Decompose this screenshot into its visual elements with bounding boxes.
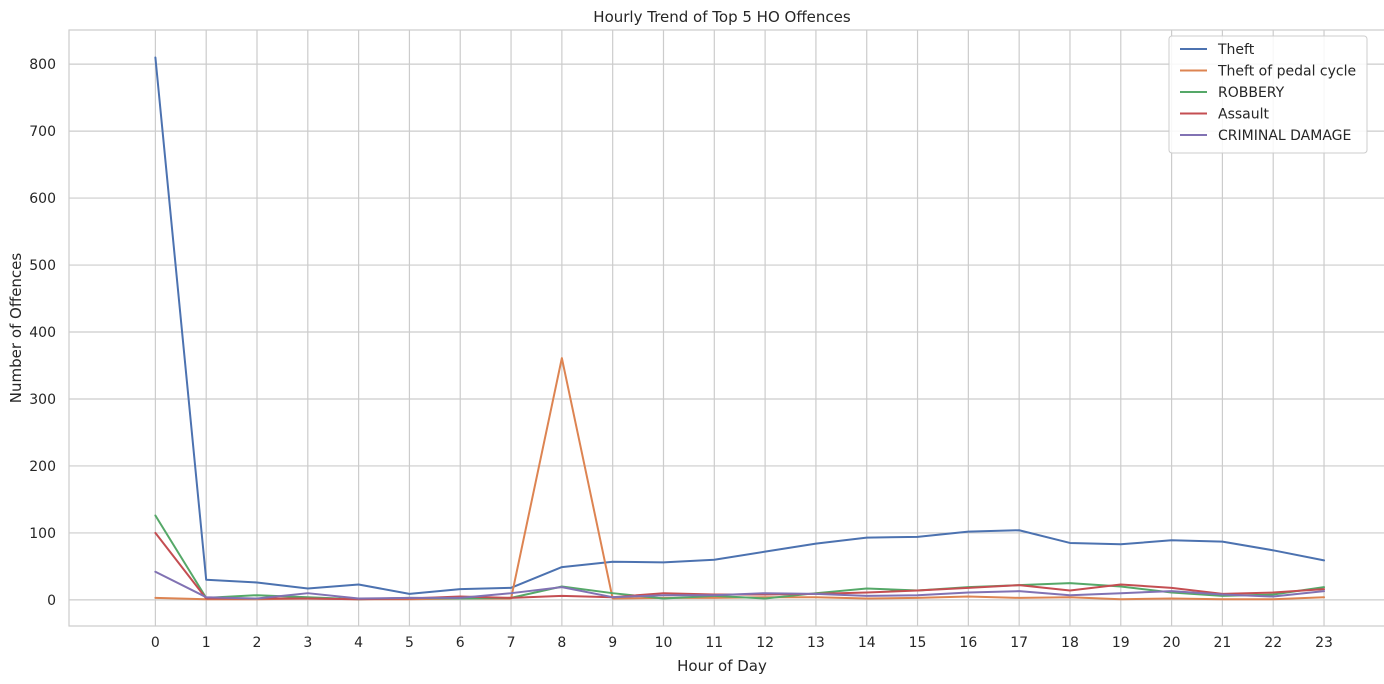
legend-box bbox=[1168, 35, 1368, 154]
x-tick-label: 4 bbox=[354, 635, 363, 651]
x-tick-label: 16 bbox=[959, 635, 977, 651]
y-axis-label: Number of Offences bbox=[7, 253, 25, 404]
legend-label-theft-of-pedal-cycle: Theft of pedal cycle bbox=[1217, 64, 1356, 80]
x-tick-label: 23 bbox=[1315, 635, 1333, 651]
y-tick-label: 800 bbox=[29, 57, 56, 73]
x-tick-label: 2 bbox=[253, 635, 262, 651]
x-tick-label: 15 bbox=[909, 635, 927, 651]
x-tick-label: 17 bbox=[1010, 635, 1028, 651]
x-tick-label: 5 bbox=[405, 635, 414, 651]
x-tick-label: 22 bbox=[1264, 635, 1282, 651]
x-tick-label: 14 bbox=[858, 635, 876, 651]
grid-lines bbox=[69, 30, 1384, 626]
x-tick-label: 19 bbox=[1112, 635, 1130, 651]
x-tick-label: 20 bbox=[1163, 635, 1181, 651]
legend-label-criminal-damage: CRIMINAL DAMAGE bbox=[1218, 128, 1351, 144]
x-tick-label: 6 bbox=[456, 635, 465, 651]
x-tick-label: 0 bbox=[151, 635, 160, 651]
legend-label-assault: Assault bbox=[1218, 107, 1270, 123]
x-tick-label: 9 bbox=[608, 635, 617, 651]
x-tick-label: 18 bbox=[1061, 635, 1079, 651]
legend-label-theft: Theft bbox=[1217, 42, 1255, 58]
y-tick-label: 600 bbox=[29, 191, 56, 207]
y-tick-label: 300 bbox=[29, 392, 56, 408]
y-tick-label: 100 bbox=[29, 526, 56, 542]
y-tick-label: 700 bbox=[29, 124, 56, 140]
y-tick-label: 500 bbox=[29, 258, 56, 274]
series-line-criminal-damage bbox=[154, 570, 1326, 600]
legend: Theft Theft of pedal cycle ROBBERY Assault C… bbox=[1168, 35, 1368, 154]
y-tick-label: 0 bbox=[47, 593, 56, 609]
plot-background bbox=[69, 30, 1384, 626]
y-tick-labels: 0 100 200 300 400 500 600 700 800 bbox=[29, 57, 56, 609]
x-tick-label: 3 bbox=[303, 635, 312, 651]
x-tick-label: 11 bbox=[705, 635, 723, 651]
x-tick-label: 13 bbox=[807, 635, 825, 651]
series-line-theft bbox=[154, 56, 1326, 595]
chart-title: Hourly Trend of Top 5 HO Offences bbox=[593, 8, 851, 26]
x-tick-labels: 0 1 2 3 4 5 6 7 8 9 10 11 12 13 14 15 16 17 18 19 20 21 22 23 bbox=[151, 635, 1333, 651]
legend-label-robbery: ROBBERY bbox=[1218, 85, 1285, 101]
x-tick-label: 21 bbox=[1213, 635, 1231, 651]
x-tick-label: 12 bbox=[756, 635, 774, 651]
x-tick-label: 1 bbox=[202, 635, 211, 651]
x-axis-label: Hour of Day bbox=[677, 657, 767, 675]
series-lines bbox=[154, 56, 1326, 601]
x-tick-label: 7 bbox=[507, 635, 516, 651]
x-tick-label: 8 bbox=[557, 635, 566, 651]
y-tick-label: 400 bbox=[29, 325, 56, 341]
plot-frame bbox=[68, 29, 1384, 627]
x-tick-label: 10 bbox=[655, 635, 673, 651]
y-tick-label: 200 bbox=[29, 459, 56, 475]
